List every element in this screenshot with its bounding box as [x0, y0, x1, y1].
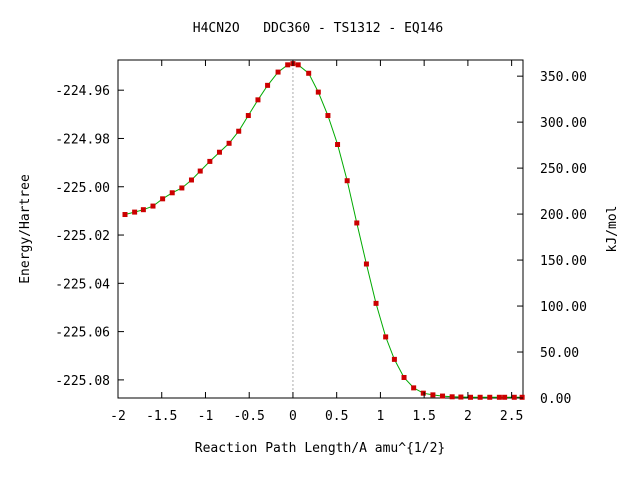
- y-tick-label: -224.96: [55, 84, 110, 99]
- data-point: [295, 62, 301, 68]
- x-tick-label: 2: [464, 409, 472, 424]
- data-point: [236, 128, 242, 134]
- y-tick-label: -225.08: [55, 374, 110, 389]
- data-point: [179, 185, 185, 191]
- data-point: [344, 178, 350, 184]
- data-point: [265, 82, 271, 88]
- energy-profile-line: [124, 63, 523, 398]
- data-point: [140, 207, 146, 213]
- x-tick-label: -0.5: [234, 409, 265, 424]
- y2-tick-label: 300.00: [540, 116, 587, 131]
- x-tick-label: -2: [110, 409, 126, 424]
- data-point: [226, 140, 232, 146]
- data-point: [449, 394, 455, 400]
- data-point: [245, 113, 251, 119]
- data-point: [420, 390, 426, 396]
- y2-axis-title: kJ/mol: [605, 206, 620, 253]
- x-tick-label: 0.5: [325, 409, 348, 424]
- data-point: [477, 394, 483, 400]
- data-point: [306, 70, 312, 76]
- x-tick-label: 2.5: [500, 409, 523, 424]
- data-point: [468, 394, 474, 400]
- data-point: [335, 142, 341, 147]
- y2-tick-label: 0.00: [540, 392, 571, 407]
- data-point: [160, 196, 166, 202]
- y2-tick-label: 200.00: [540, 208, 587, 223]
- data-point: [487, 394, 493, 400]
- x-axis-title: Reaction Path Length/A amu^{1/2}: [195, 441, 445, 456]
- data-point: [275, 69, 281, 75]
- data-point: [188, 177, 194, 183]
- x-tick-label: 0: [289, 409, 297, 424]
- y-tick-label: -225.02: [55, 229, 110, 244]
- data-point: [511, 394, 517, 400]
- y-axis-left: -224.96 -224.98 -225.00 -225.02 -225.04 -225.…: [55, 84, 124, 389]
- y2-tick-label: 250.00: [540, 162, 587, 177]
- chart-title: H4CN2O DDC360 - TS1312 - EQ146: [193, 21, 443, 36]
- data-point: [363, 261, 369, 267]
- data-point: [315, 89, 321, 95]
- data-point: [502, 394, 508, 400]
- data-point: [132, 209, 138, 215]
- data-point: [401, 374, 407, 380]
- y2-tick-label: 150.00: [540, 254, 587, 269]
- data-point: [216, 149, 222, 155]
- data-point: [122, 212, 128, 218]
- y-tick-label: -225.00: [55, 181, 110, 196]
- y2-tick-label: 350.00: [540, 70, 587, 85]
- data-point: [354, 220, 360, 226]
- y-axis-title: Energy/Hartree: [18, 174, 33, 284]
- y-axis-right: 0.00 50.00 100.00 150.00 200.00 250.00 300.00 3…: [517, 70, 587, 407]
- x-tick-label: -1.5: [146, 409, 177, 424]
- data-point: [391, 356, 397, 362]
- y2-tick-label: 100.00: [540, 300, 587, 315]
- x-tick-label: 1.5: [412, 409, 435, 424]
- data-point: [496, 394, 502, 400]
- data-point: [373, 300, 379, 306]
- data-point: [383, 334, 389, 340]
- x-axis: -2 -1.5 -1 -0.5 0 0.5 1 1.5 2 2.5: [110, 60, 523, 424]
- data-point: [197, 168, 203, 174]
- y-tick-label: -224.98: [55, 132, 110, 147]
- data-point: [440, 393, 446, 399]
- data-point: [519, 394, 525, 400]
- data-point: [458, 394, 464, 400]
- data-point: [255, 97, 261, 103]
- data-point: [285, 62, 291, 68]
- data-point: [150, 203, 156, 209]
- y-tick-label: -225.06: [55, 326, 110, 341]
- data-point: [411, 385, 417, 391]
- data-point: [169, 190, 175, 196]
- x-tick-label: -1: [198, 409, 214, 424]
- data-point: [325, 113, 331, 119]
- plot-area: [117, 59, 524, 399]
- x-tick-label: 1: [377, 409, 385, 424]
- data-point: [430, 392, 436, 398]
- data-point: [207, 158, 213, 164]
- y2-tick-label: 50.00: [540, 346, 579, 361]
- y-tick-label: -225.04: [55, 277, 110, 292]
- plot-layer: [122, 60, 525, 400]
